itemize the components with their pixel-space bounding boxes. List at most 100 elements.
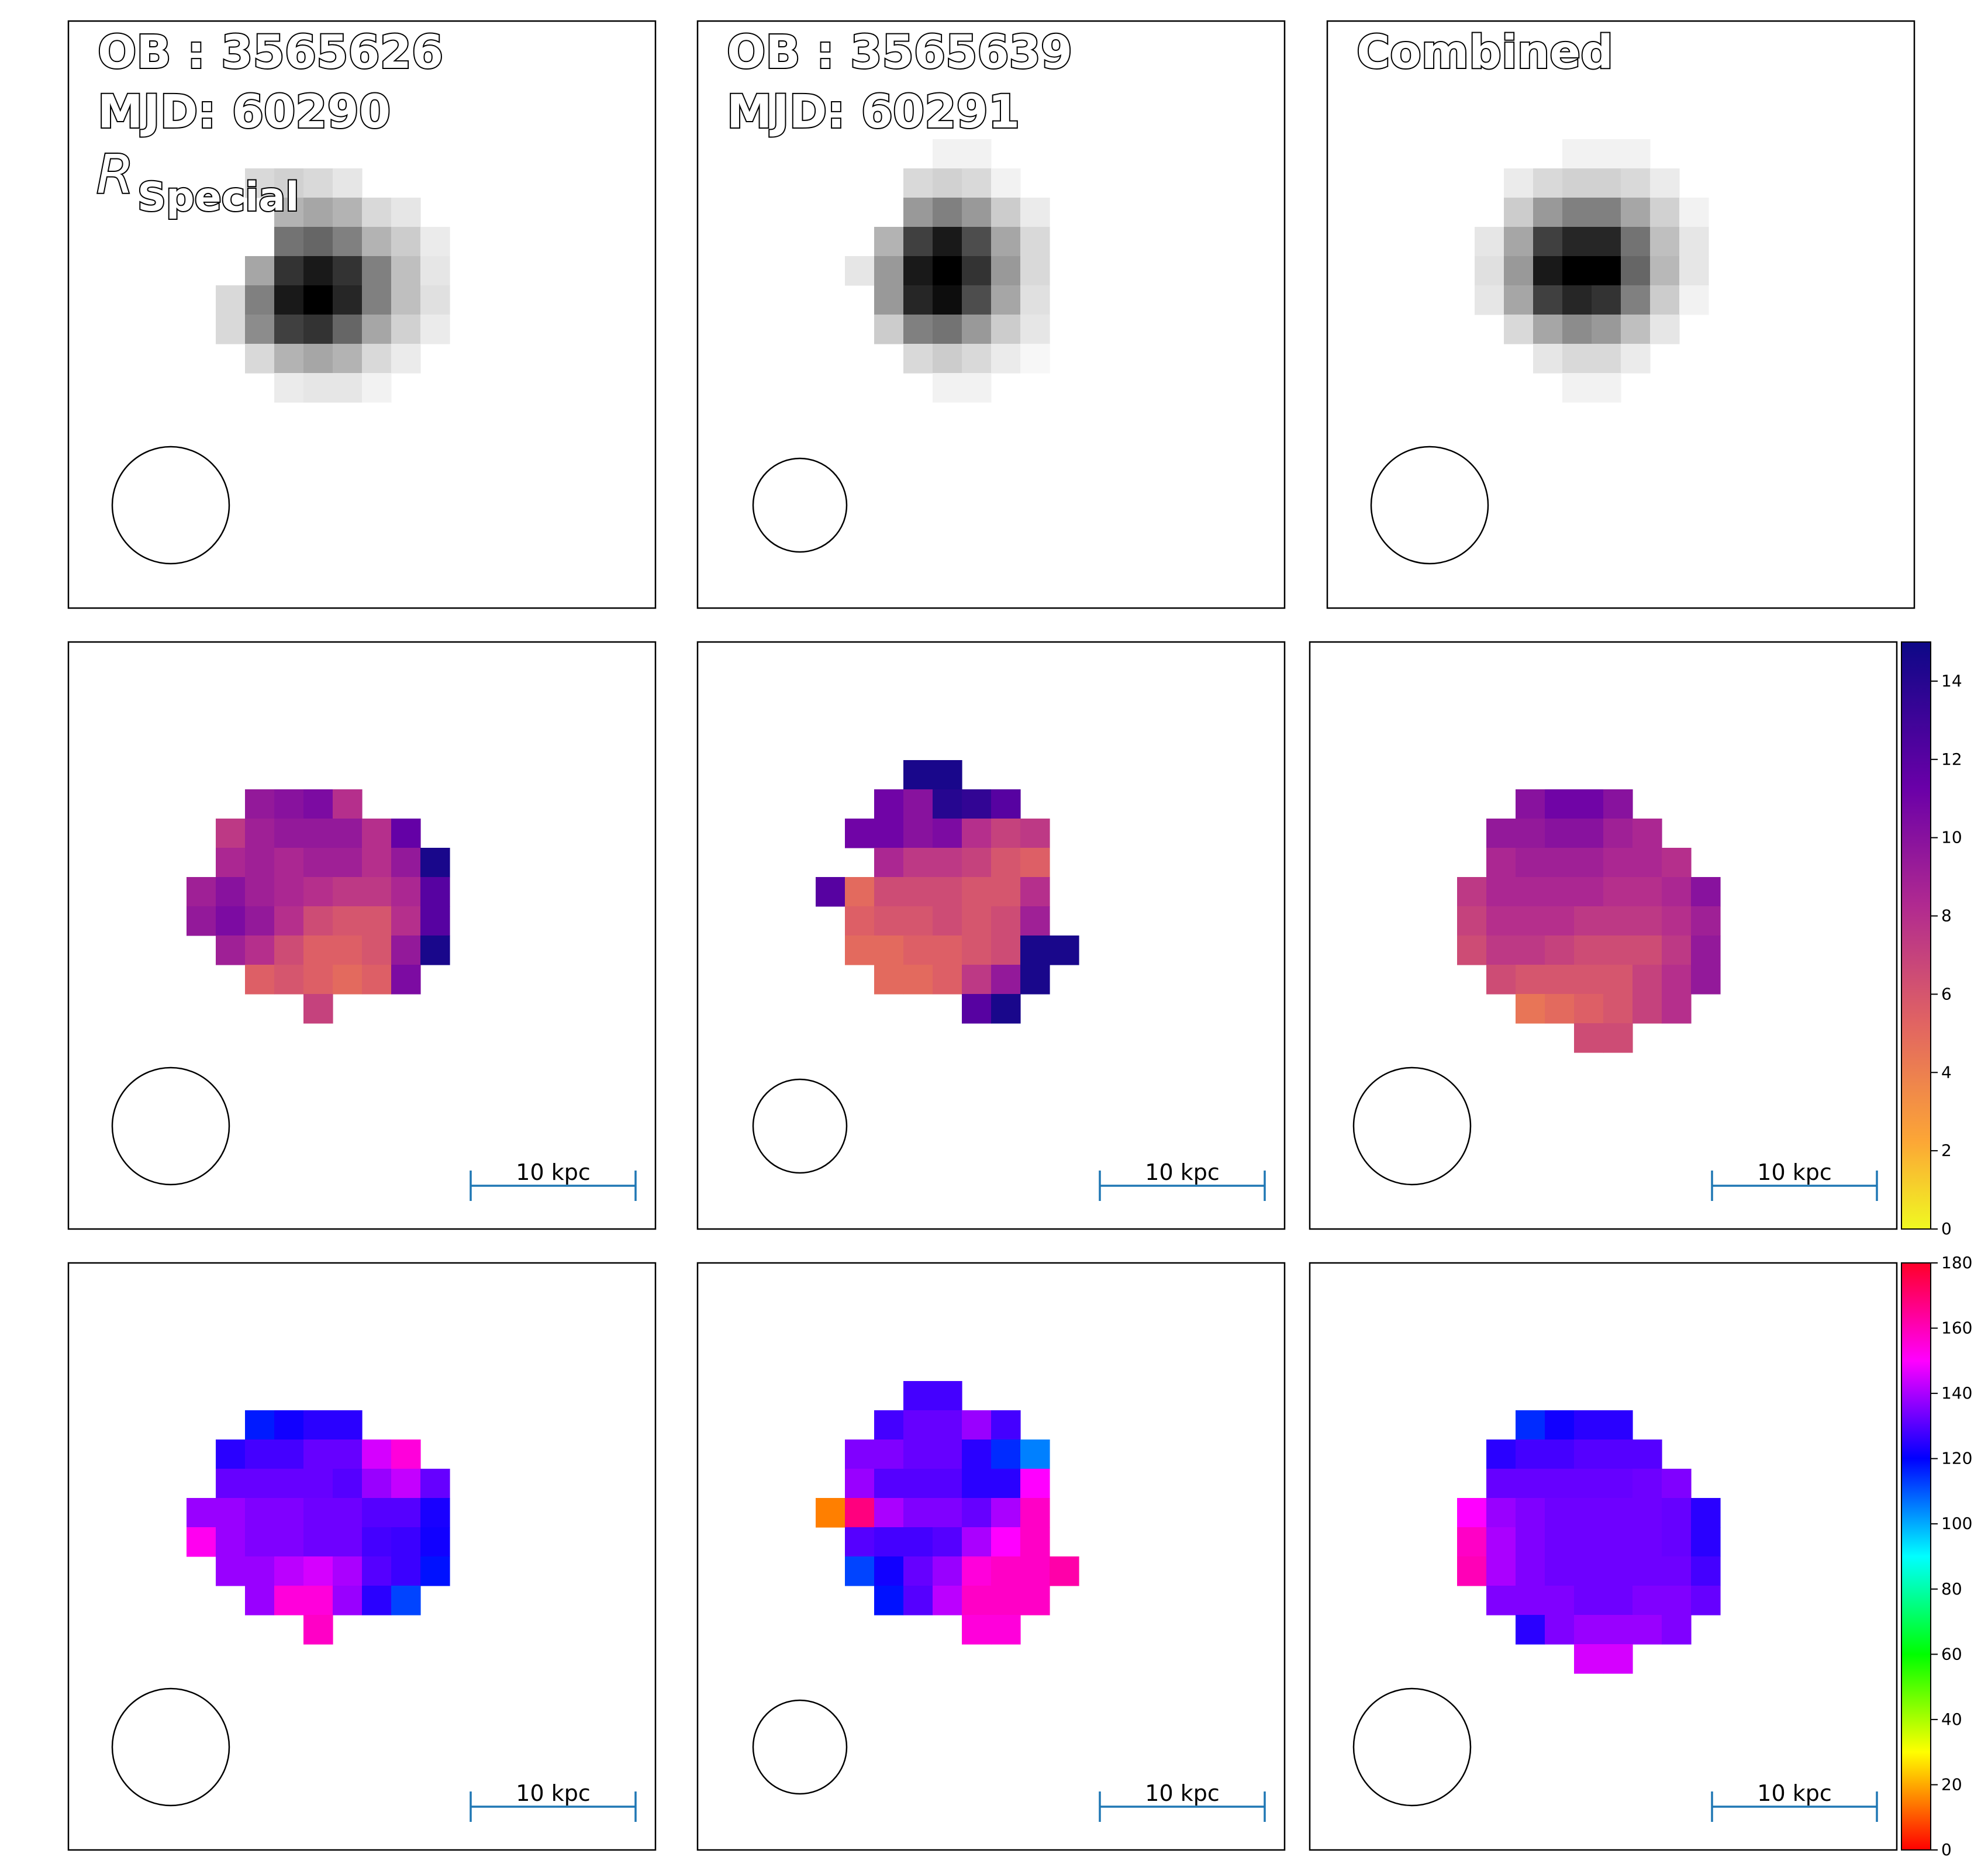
pixel <box>874 877 904 907</box>
pixel <box>933 877 962 907</box>
pixel <box>391 848 421 878</box>
pixel <box>962 936 992 965</box>
pixel <box>333 285 363 315</box>
pixel <box>991 227 1021 257</box>
pixel <box>1621 344 1651 374</box>
pixel <box>274 1469 304 1499</box>
pixel <box>1457 1527 1487 1557</box>
pixel <box>1562 344 1592 374</box>
pixel <box>274 344 304 374</box>
pixel <box>1632 1498 1662 1528</box>
pixel <box>1050 1556 1079 1586</box>
pixel <box>420 1527 450 1557</box>
pixel <box>1486 1586 1516 1615</box>
pixel <box>903 1381 933 1411</box>
pixel <box>1603 1527 1633 1557</box>
panel-frame <box>67 641 657 1230</box>
pixel <box>1545 877 1575 907</box>
panel-frame <box>1326 20 1915 609</box>
pixel <box>245 1586 275 1615</box>
pixel <box>362 936 392 965</box>
panel-title-line: MJD: 60291 <box>727 86 1020 139</box>
pixel <box>1486 848 1516 878</box>
pixel <box>274 906 304 936</box>
pixel <box>1562 139 1592 169</box>
pixel <box>845 256 875 286</box>
pixel <box>274 315 304 344</box>
panel-pol-degree-combined: 10 kpc <box>1309 641 1898 1230</box>
pixel <box>933 1498 962 1528</box>
pixel <box>874 819 904 848</box>
pixel <box>1662 1469 1692 1499</box>
pixel <box>962 965 992 995</box>
pixel <box>1592 285 1621 315</box>
pixel <box>1504 198 1534 227</box>
pixel <box>245 906 275 936</box>
pixel <box>1504 227 1534 257</box>
pixel <box>333 344 363 374</box>
pixel <box>391 198 421 227</box>
pixel <box>274 965 304 995</box>
pixel <box>274 789 304 819</box>
pixel <box>391 256 421 286</box>
pixel <box>1632 906 1662 936</box>
pixel <box>874 256 904 286</box>
angle-colorbar: 0 20 40 60 80 100 120 140 160 180 <box>1901 1253 1972 1859</box>
pixel <box>274 256 304 286</box>
pixel <box>1562 227 1592 257</box>
pixel <box>303 1440 333 1469</box>
pixel <box>1662 1586 1692 1615</box>
pixel <box>1533 344 1563 374</box>
pixel <box>362 1440 392 1469</box>
pixel <box>1603 1498 1633 1528</box>
pixel <box>303 1410 333 1440</box>
angle-colorbar-tick-label: 120 <box>1941 1449 1972 1468</box>
beam-circle <box>111 1066 230 1186</box>
pixel <box>1662 994 1692 1024</box>
panel-intensity-combined: Combined <box>1326 20 1915 609</box>
pixel <box>1020 344 1050 374</box>
pixel <box>991 1586 1021 1615</box>
pixel <box>933 168 962 198</box>
pixel <box>845 1498 875 1528</box>
pixel <box>1574 1586 1604 1615</box>
pixel <box>1574 877 1604 907</box>
pixel <box>245 1440 275 1469</box>
pixel <box>1632 819 1662 848</box>
pixel <box>933 1410 962 1440</box>
pixel <box>245 1410 275 1440</box>
pixel <box>933 906 962 936</box>
pixel <box>874 965 904 995</box>
pixel <box>333 1556 363 1586</box>
pixel <box>1592 315 1621 344</box>
pixel <box>1562 256 1592 286</box>
degree-colorbar: 0 2 4 6 8 10 12 14 <box>1901 641 1962 1238</box>
pixel <box>991 168 1021 198</box>
pixel <box>303 198 333 227</box>
pixel <box>1592 198 1621 227</box>
pixel <box>1562 285 1592 315</box>
pixel <box>245 1469 275 1499</box>
pixel <box>420 936 450 965</box>
pixel <box>1545 1440 1575 1469</box>
pixel <box>333 373 363 403</box>
pixel <box>991 789 1021 819</box>
pixel <box>1020 1527 1050 1557</box>
beam-circle <box>1370 446 1489 565</box>
beam-circle <box>111 1687 230 1807</box>
pixel <box>1679 227 1709 257</box>
pixel <box>991 1498 1021 1528</box>
pixel <box>991 877 1021 907</box>
pixel <box>1516 936 1545 965</box>
pixel <box>1691 1527 1721 1557</box>
pixel <box>991 936 1021 965</box>
pixel <box>962 1469 992 1499</box>
pixel <box>1545 1410 1575 1440</box>
pixel <box>903 256 933 286</box>
pixel <box>1545 1586 1575 1615</box>
pixel <box>816 1498 845 1528</box>
pixel <box>1650 168 1680 198</box>
pixel <box>1603 1556 1633 1586</box>
pixel <box>1662 1527 1692 1557</box>
pixel <box>991 819 1021 848</box>
